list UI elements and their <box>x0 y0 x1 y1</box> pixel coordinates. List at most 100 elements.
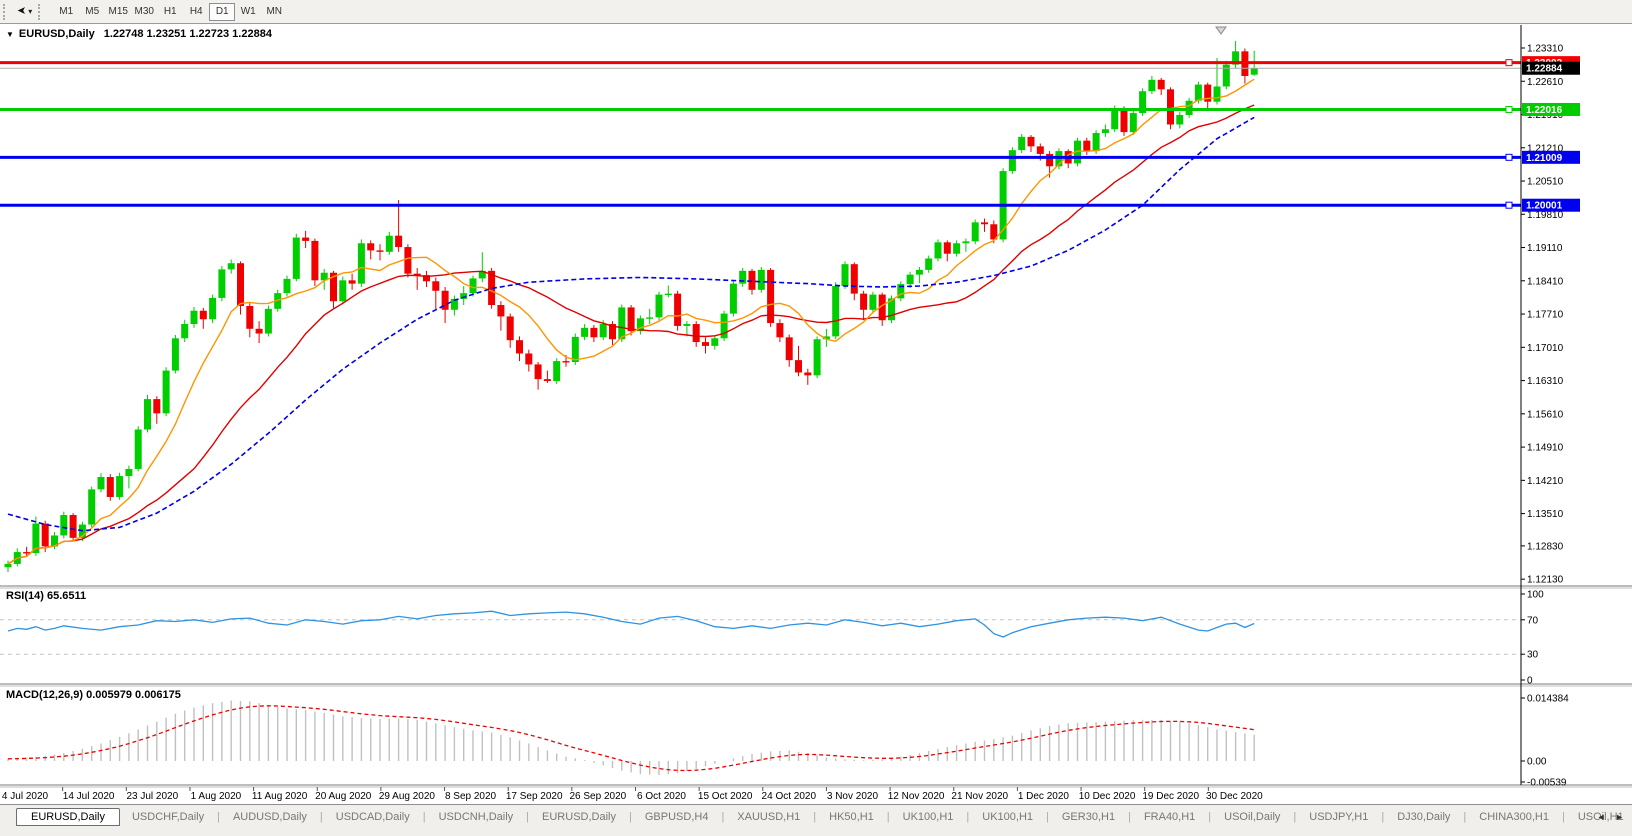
price-axis-label: 1.12130 <box>1527 575 1564 586</box>
candle-body <box>125 468 133 477</box>
candle-body <box>1185 100 1193 115</box>
candle-body <box>1232 51 1240 65</box>
price-axis-label: 1.15610 <box>1527 409 1564 420</box>
candle-body <box>757 269 765 290</box>
symbol-tab-usoil-h1[interactable]: USOil,H1 <box>1577 811 1624 823</box>
candle-body <box>729 283 737 314</box>
candle-body <box>1074 140 1081 164</box>
candle-body <box>692 324 700 343</box>
timeframe-button-m5[interactable]: M5 <box>79 3 105 21</box>
price-axis-label: 1.19110 <box>1527 243 1563 254</box>
timeframe-button-w1[interactable]: W1 <box>235 3 261 21</box>
candle-body <box>1204 84 1212 102</box>
price-axis-label: 1.13510 <box>1527 509 1564 520</box>
timeframe-buttons: M1 M5 M15 M30 H1 H4 D1 W1 MN <box>53 2 287 21</box>
rsi-pane[interactable] <box>0 588 1632 684</box>
main-chart-pane[interactable] <box>0 25 1632 586</box>
level-line-handle[interactable] <box>1505 201 1513 209</box>
candle-body <box>330 272 337 302</box>
macd-pane[interactable] <box>0 686 1632 785</box>
tab-scroll-right-icon[interactable]: ► <box>1615 812 1624 822</box>
symbol-tab-dj30-daily[interactable]: DJ30,Daily <box>1397 811 1451 823</box>
symbol-tab-usdchf-daily[interactable]: USDCHF,Daily <box>131 811 205 823</box>
symbol-tab-ger30-h1[interactable]: GER30,H1 <box>1061 811 1116 823</box>
candle-body <box>739 270 747 284</box>
timeframe-button-d1[interactable]: D1 <box>209 2 236 21</box>
time-axis-label: 4 Jul 2020 <box>2 791 49 802</box>
current-price-box-label: 1.22884 <box>1526 64 1563 75</box>
candle-body <box>720 313 728 339</box>
symbol-tab-usdcad-daily[interactable]: USDCAD,Daily <box>335 811 410 823</box>
candle-body <box>813 339 821 376</box>
tab-separator: | <box>1128 811 1131 823</box>
candle-body <box>274 293 282 309</box>
time-axis-label: 14 Jul 2020 <box>63 791 115 802</box>
symbol-tab-eurusd-daily[interactable]: EURUSD,Daily <box>16 808 120 826</box>
time-axis-label: 1 Aug 2020 <box>191 791 242 802</box>
price-axis-label: 1.17710 <box>1527 310 1564 321</box>
chart-symbol-period: EURUSD,Daily <box>18 28 95 40</box>
toolbar-grip[interactable] <box>3 3 10 20</box>
candle-body <box>655 294 663 318</box>
chart-dropdown-icon[interactable]: ▼ <box>6 30 14 39</box>
candle-body <box>320 272 328 281</box>
timeframe-button-h4[interactable]: H4 <box>183 3 209 21</box>
symbol-tab-hk50-h1[interactable]: HK50,H1 <box>829 811 874 823</box>
symbol-tab-usdcnh-daily[interactable]: USDCNH,Daily <box>438 811 514 823</box>
candle-body <box>1083 140 1091 152</box>
tab-separator: | <box>966 811 970 823</box>
candle-body <box>934 242 942 259</box>
candle-body <box>450 298 458 310</box>
symbol-tab-uk100-h1[interactable]: UK100,H1 <box>982 811 1034 823</box>
candle-body <box>497 305 505 317</box>
candle-body <box>1027 136 1035 147</box>
candle-body <box>832 286 840 337</box>
candle-body <box>971 222 979 242</box>
candle-body <box>581 327 589 337</box>
candle-body <box>516 340 523 354</box>
symbol-tab-usoil-daily[interactable]: USOil,Daily <box>1224 811 1281 823</box>
chart-shift-marker-icon[interactable] <box>1215 26 1227 35</box>
candle-body <box>1213 86 1221 102</box>
candle-body <box>534 364 542 380</box>
candle-body <box>283 278 291 294</box>
timeframe-button-mn[interactable]: MN <box>261 3 287 21</box>
candle-body <box>292 237 300 279</box>
symbol-tab-china300-h1[interactable]: CHINA300,H1 <box>1479 811 1549 823</box>
timeframe-button-h1[interactable]: H1 <box>157 3 183 21</box>
price-axis-label: 1.19810 <box>1527 210 1564 221</box>
candle-body <box>711 338 719 346</box>
timeframe-button-m15[interactable]: M15 <box>105 3 131 21</box>
symbol-tab-uk100-h1[interactable]: UK100,H1 <box>902 811 954 823</box>
timeframe-button-m30[interactable]: M30 <box>131 3 157 21</box>
symbol-tab-audusd-daily[interactable]: AUDUSD,Daily <box>232 811 307 823</box>
candle-body <box>822 336 830 340</box>
candle-body <box>218 269 226 298</box>
candle-body <box>860 293 868 310</box>
cursor-tool-button[interactable]: ➤ ▾ <box>14 5 35 18</box>
tab-scroll-left-icon[interactable]: ◄ <box>1596 812 1606 822</box>
tab-separator: | <box>629 811 632 823</box>
time-axis-label: 23 Jul 2020 <box>126 791 178 802</box>
time-axis-strip <box>0 786 1632 804</box>
level-line-handle[interactable] <box>1505 59 1513 67</box>
symbol-tab-fra40-h1[interactable]: FRA40,H1 <box>1143 811 1196 823</box>
time-axis-label: 24 Oct 2020 <box>762 791 817 802</box>
candle-body <box>23 552 31 554</box>
candle-body <box>1250 68 1258 75</box>
tab-separator: | <box>422 811 426 823</box>
timeframe-button-m1[interactable]: M1 <box>53 3 79 21</box>
symbol-tab-xauusd-h1[interactable]: XAUUSD,H1 <box>737 811 801 823</box>
candle-body <box>776 323 784 338</box>
symbol-tab-eurusd-daily[interactable]: EURUSD,Daily <box>542 811 616 823</box>
toolbar-grip[interactable] <box>38 3 45 20</box>
candle-body <box>1120 108 1128 133</box>
level-line-handle[interactable] <box>1505 105 1513 113</box>
symbol-tab-usdjpy-h1[interactable]: USDJPY,H1 <box>1309 811 1369 823</box>
candle-body <box>795 360 802 373</box>
symbol-tab-gbpusd-h4[interactable]: GBPUSD,H4 <box>644 811 709 823</box>
level-line-handle[interactable] <box>1505 153 1513 161</box>
tab-separator: | <box>526 811 530 823</box>
